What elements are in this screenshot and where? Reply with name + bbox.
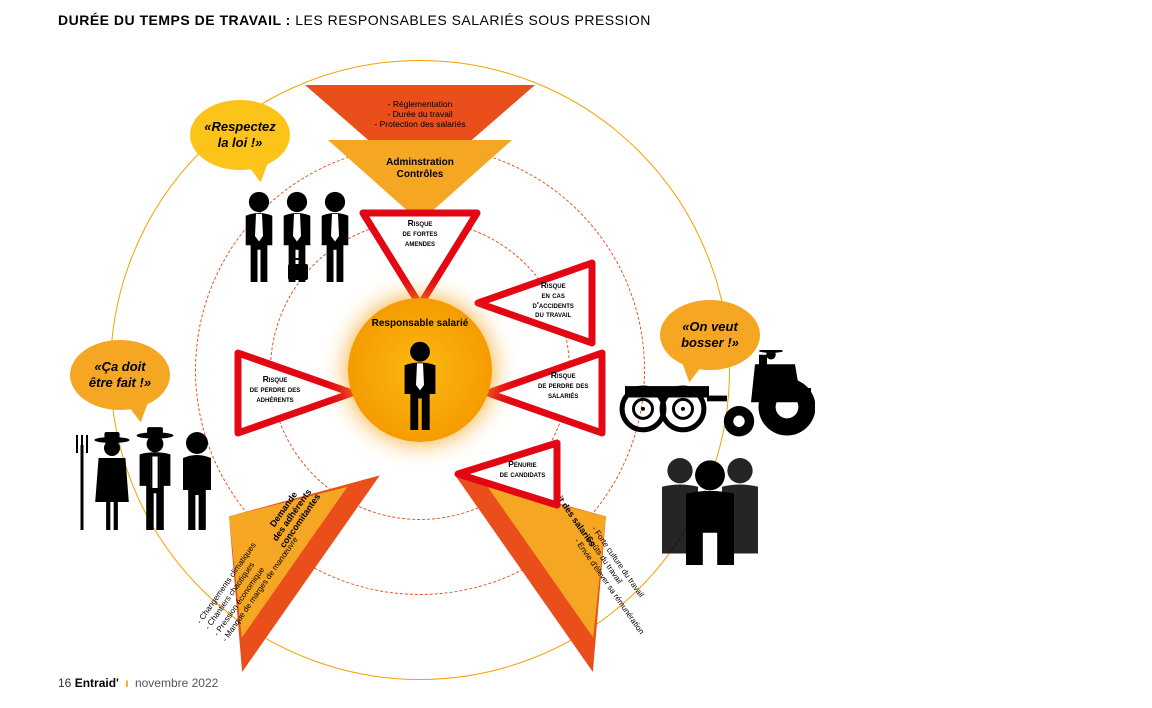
page-number: 16: [58, 676, 71, 690]
top-arrow-bullets: - Réglementation- Durée du travail- Prot…: [350, 99, 490, 130]
center-person-icon: [398, 340, 442, 430]
risk-lose_adh-label: Risquede perdre desadhérents: [236, 375, 314, 404]
risk-lose_emp-label: Risquede perdre dessalariés: [526, 371, 601, 400]
risk-fines-label: Risquede fortesamendes: [365, 219, 475, 248]
top-arrow-label: AdminstrationContrôles: [350, 157, 490, 181]
tractor-icon: [615, 350, 815, 445]
diagram-canvas: - Réglementation- Durée du travail- Prot…: [40, 40, 840, 670]
risk-accidents-label: Risqueen casd'accidentsdu travail: [516, 281, 591, 320]
brand: Entraid': [75, 676, 119, 690]
footer-date: novembre 2022: [135, 676, 218, 690]
inspectors-icon: [240, 190, 354, 282]
page-footer: 16 Entraid' ı novembre 2022: [58, 676, 218, 690]
title-bold: DURÉE DU TEMPS DE TRAVAIL :: [58, 12, 291, 28]
speech-bubble-left: «Ça doitêtre fait !»: [70, 340, 170, 410]
speech-bubble-top: «Respectezla loi !»: [190, 100, 290, 170]
title-rest: LES RESPONSABLES SALARIÉS SOUS PRESSION: [291, 12, 651, 28]
workers-icon: [650, 450, 770, 565]
center-label: Responsable salarié: [360, 318, 480, 329]
farmers-icon: [75, 425, 217, 530]
page-title: DURÉE DU TEMPS DE TRAVAIL : LES RESPONSA…: [58, 12, 651, 28]
risk-shortage-label: Pénuriede candidats: [488, 460, 557, 480]
footer-sep: ı: [125, 676, 128, 690]
